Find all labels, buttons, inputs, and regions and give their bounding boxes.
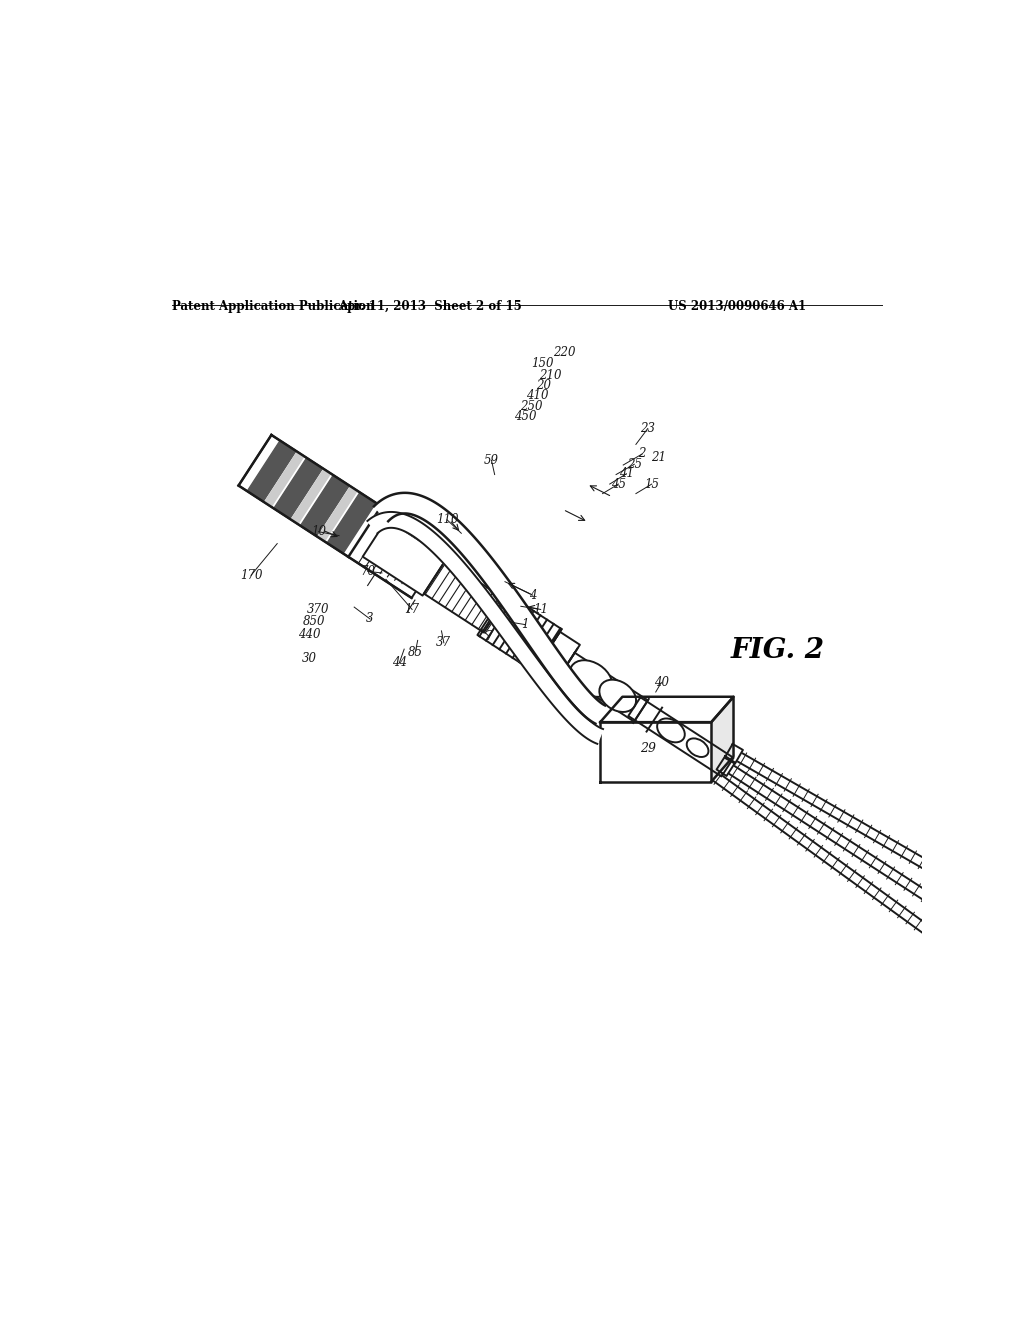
Text: 3: 3 [367,612,374,626]
Text: 40: 40 [653,676,669,689]
Text: 1: 1 [521,618,528,631]
Polygon shape [362,520,446,595]
Text: 410: 410 [526,389,549,403]
Text: 850: 850 [303,615,326,628]
Polygon shape [717,756,735,776]
Polygon shape [711,771,959,956]
Polygon shape [600,697,733,722]
Text: 2: 2 [639,447,646,461]
Polygon shape [317,486,357,541]
Polygon shape [726,747,992,906]
Text: 370: 370 [307,603,330,616]
Polygon shape [368,512,603,744]
Polygon shape [725,744,743,764]
Text: 70: 70 [360,565,375,578]
Text: FIG. 2: FIG. 2 [731,638,825,664]
Text: 85: 85 [408,645,423,659]
Text: 21: 21 [650,451,666,465]
Text: 450: 450 [514,411,536,424]
Text: 250: 250 [520,400,543,413]
Text: 45: 45 [611,478,626,491]
Polygon shape [273,458,323,519]
Polygon shape [600,722,712,781]
Ellipse shape [657,718,685,742]
Text: 11: 11 [534,603,548,616]
Text: 25: 25 [627,458,642,471]
Text: 20: 20 [537,379,551,392]
Text: 220: 220 [553,346,575,359]
Text: 440: 440 [298,627,321,640]
Polygon shape [327,492,376,553]
Text: 4: 4 [529,589,537,602]
Polygon shape [629,697,733,776]
Text: US 2013/0090646 A1: US 2013/0090646 A1 [668,300,806,313]
Ellipse shape [570,660,612,697]
Polygon shape [561,653,648,722]
Polygon shape [247,441,296,502]
Text: 110: 110 [436,513,459,527]
Text: 59: 59 [484,454,499,467]
Polygon shape [264,451,304,507]
Text: 210: 210 [539,368,561,381]
Polygon shape [374,492,605,723]
Text: 23: 23 [640,422,655,436]
Polygon shape [477,593,561,672]
Text: 15: 15 [644,478,659,491]
Text: Patent Application Publication: Patent Application Publication [172,300,374,313]
Text: 17: 17 [404,603,420,616]
Text: 10: 10 [311,525,326,539]
Text: 170: 170 [240,569,262,582]
Polygon shape [424,560,506,632]
Text: Apr. 11, 2013  Sheet 2 of 15: Apr. 11, 2013 Sheet 2 of 15 [338,300,521,313]
Polygon shape [239,436,444,598]
Polygon shape [291,469,331,524]
Text: 29: 29 [640,742,655,755]
Text: 7: 7 [485,630,493,643]
Polygon shape [536,632,580,682]
Ellipse shape [687,738,709,756]
Polygon shape [718,759,976,931]
Polygon shape [712,697,733,781]
Text: 44: 44 [392,656,407,669]
Ellipse shape [599,680,636,711]
Text: 150: 150 [531,356,554,370]
Text: 30: 30 [301,652,316,665]
Polygon shape [300,475,349,536]
Text: 41: 41 [618,467,634,480]
Text: 37: 37 [436,636,452,649]
